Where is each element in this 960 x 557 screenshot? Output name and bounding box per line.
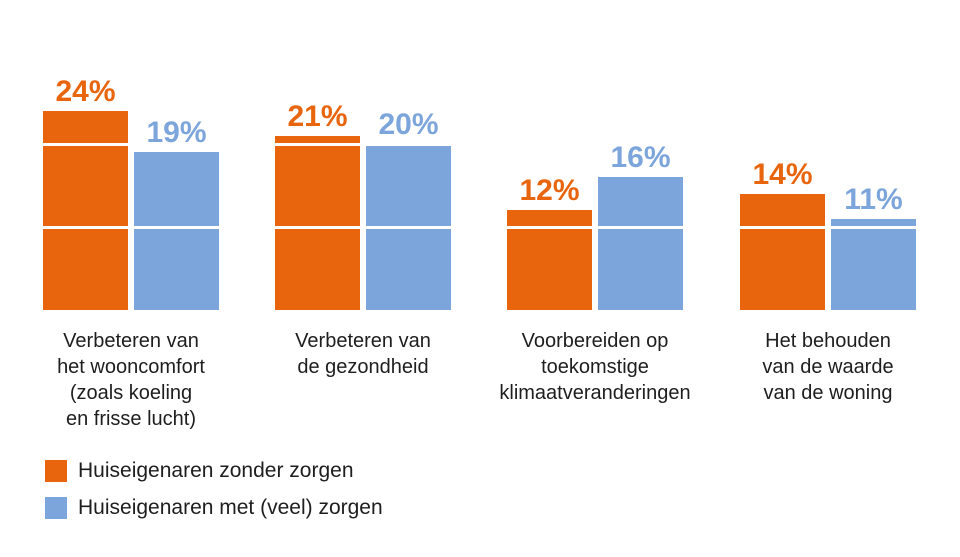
value-label-orange-3: 12% [519,174,580,207]
bar-orange-4 [740,194,825,310]
value-label-blue-4: 11% [844,183,903,216]
category-label-3: Voorbereiden op toekomstige klimaatveran… [499,330,691,404]
value-label-blue-3: 16% [610,141,671,174]
legend: Huiseigenaren zonder zorgen Huiseigenare… [45,460,383,534]
bar-orange-2 [275,136,360,310]
legend-item-zonder-zorgen: Huiseigenaren zonder zorgen [45,460,383,482]
legend-label-met-zorgen: Huiseigenaren met (veel) zorgen [78,496,383,519]
bar-blue-4 [831,219,916,310]
bar-blue-3 [598,177,683,310]
category-label-4: Het behouden van de waarde van de woning [762,330,894,404]
bar-orange-1 [43,111,128,310]
value-label-orange-1: 24% [55,75,116,108]
value-label-orange-2: 21% [287,100,348,133]
bar-blue-1 [134,152,219,310]
value-label-orange-4: 14% [752,158,813,191]
plot-area: 24% 19% 21% 20% 12% 16% 14% 11% [0,75,960,310]
legend-item-met-zorgen: Huiseigenaren met (veel) zorgen [45,497,383,519]
gridline-10 [0,225,960,229]
category-label-1: Verbeteren van het wooncomfort (zoals ko… [57,330,205,430]
gridline-20 [0,142,960,146]
legend-label-zonder-zorgen: Huiseigenaren zonder zorgen [78,459,354,482]
legend-swatch-blue [45,497,67,519]
category-label-2: Verbeteren van de gezondheid [295,330,431,378]
value-label-blue-2: 20% [378,108,439,141]
value-label-blue-1: 19% [146,116,207,149]
legend-swatch-orange [45,460,67,482]
